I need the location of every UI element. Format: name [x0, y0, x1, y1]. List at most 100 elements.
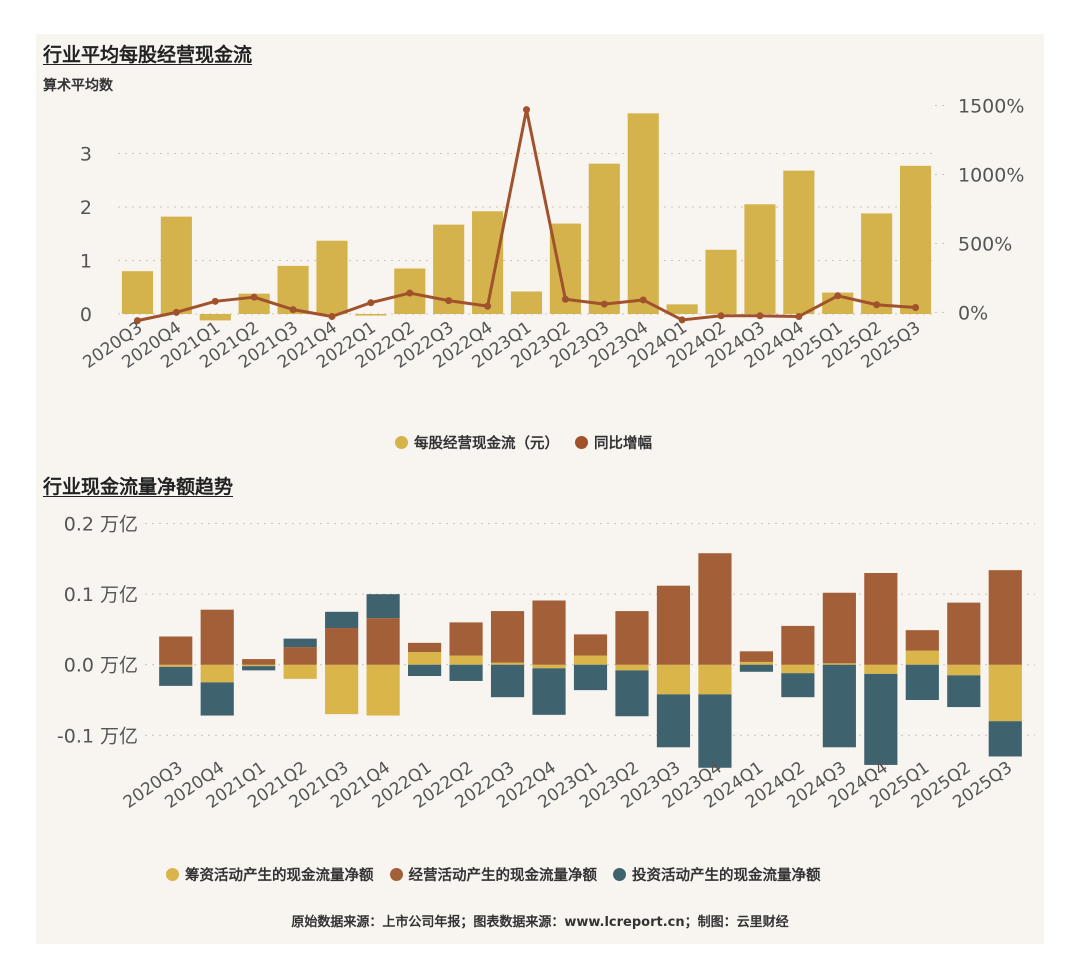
bar-operating: [449, 622, 483, 656]
line-point-yoy: [367, 299, 375, 307]
bar-per-share: [744, 204, 776, 314]
bar-financing: [449, 655, 483, 665]
bar-per-share: [666, 304, 698, 314]
bar-per-share: [705, 249, 737, 314]
bar-financing: [283, 664, 317, 679]
chart1-svg: 01230%500%1000%1500%2020Q32020Q42021Q120…: [80, 96, 1025, 373]
line-point-yoy: [717, 312, 725, 320]
bar-operating: [532, 600, 566, 665]
chart2-legend: 筹资活动产生的现金流量净额 经营活动产生的现金流量净额 投资活动产生的现金流量净…: [166, 864, 821, 885]
line-point-yoy: [250, 293, 258, 301]
bar-operating: [656, 585, 691, 665]
bar-per-share: [588, 163, 620, 314]
bar-investing: [739, 664, 773, 672]
legend-label: 经营活动产生的现金流量净额: [408, 868, 598, 884]
y-tick-label: 0.1 万亿: [64, 584, 138, 606]
bar-financing: [656, 664, 691, 695]
chart1-title: 行业平均每股经营现金流: [43, 44, 253, 66]
legend-label: 同比增幅: [594, 436, 652, 452]
bar-investing: [656, 694, 691, 748]
bar-operating: [200, 609, 234, 665]
bar-financing: [573, 655, 608, 665]
legend-swatch-gold: [395, 436, 408, 449]
bar-investing: [159, 666, 193, 686]
bar-financing: [864, 664, 898, 674]
y-tick-label-right: 1500%: [958, 96, 1024, 118]
y-tick-label-right: 0%: [958, 302, 988, 324]
bar-per-share: [899, 165, 932, 314]
bar-financing: [366, 664, 400, 716]
line-point-yoy: [328, 312, 336, 320]
bar-operating: [947, 602, 981, 665]
bar-investing: [988, 721, 1022, 757]
legend-item-financing: 筹资活动产生的现金流量净额: [166, 864, 374, 885]
y-tick-label-right: 1000%: [958, 164, 1024, 186]
bar-investing: [242, 666, 276, 671]
bar-investing: [698, 694, 732, 768]
line-point-yoy: [289, 306, 297, 314]
bar-financing: [490, 662, 525, 665]
bar-financing: [905, 650, 939, 665]
bar-investing: [449, 664, 483, 681]
bar-investing: [325, 611, 359, 629]
bar-operating: [781, 625, 815, 665]
legend-swatch-operating: [389, 868, 403, 881]
bar-per-share: [316, 240, 348, 314]
line-point-yoy: [211, 297, 219, 305]
chart2-svg: -0.1 万亿0.0 万亿0.1 万亿0.2 万亿2020Q32020Q4202…: [57, 514, 1035, 813]
bar-investing: [200, 682, 234, 716]
bar-operating: [408, 642, 442, 653]
y-tick-label-left: 2: [80, 197, 92, 219]
bar-investing: [532, 668, 566, 715]
legend-label: 投资活动产生的现金流量净额: [632, 868, 821, 884]
bar-investing: [490, 664, 525, 698]
bar-per-share: [199, 313, 231, 321]
bar-per-share: [861, 213, 893, 314]
line-point-yoy: [795, 312, 803, 320]
bar-operating: [864, 572, 898, 665]
bar-investing: [864, 673, 898, 765]
line-point-yoy: [561, 295, 569, 303]
line-point-yoy: [600, 300, 608, 308]
y-tick-label: -0.1 万亿: [57, 725, 138, 747]
bar-financing: [698, 664, 732, 695]
line-point-yoy: [756, 312, 764, 320]
bar-investing: [781, 673, 815, 698]
line-point-yoy: [133, 317, 141, 325]
line-point-yoy: [678, 316, 686, 324]
bar-per-share: [472, 211, 504, 314]
bar-operating: [988, 570, 1022, 665]
line-point-yoy: [873, 301, 881, 309]
bar-financing: [947, 664, 981, 676]
bar-financing: [615, 664, 649, 671]
bar-per-share: [121, 271, 154, 314]
bar-operating: [573, 634, 608, 656]
y-tick-label-left: 3: [80, 143, 92, 165]
line-point-yoy: [445, 297, 453, 305]
bar-operating: [615, 611, 649, 665]
chart2-title: 行业现金流量净额趋势: [43, 476, 234, 498]
bar-investing: [905, 664, 939, 701]
bar-per-share: [510, 291, 543, 314]
bar-financing: [200, 664, 234, 683]
bar-investing: [366, 594, 400, 619]
y-tick-label: 0.0 万亿: [64, 655, 138, 677]
legend-label: 每股经营现金流（元）: [414, 436, 559, 452]
chart-panel: [36, 34, 1044, 944]
bar-per-share: [783, 170, 815, 314]
bar-financing: [988, 664, 1022, 722]
line-point-yoy: [172, 308, 180, 316]
bar-financing: [242, 664, 276, 667]
legend-swatch-brown: [575, 436, 588, 449]
bar-operating: [283, 647, 317, 665]
bar-financing: [781, 664, 815, 674]
bar-financing: [325, 664, 359, 715]
bar-financing: [822, 663, 856, 665]
bar-operating: [739, 651, 773, 662]
bar-operating: [159, 636, 193, 665]
chart1-subtitle: 算术平均数: [43, 78, 113, 94]
line-point-yoy: [484, 302, 492, 310]
line-point-yoy: [639, 296, 647, 304]
legend-item-yoy: 同比增幅: [575, 432, 652, 453]
legend-swatch-financing: [166, 868, 179, 881]
